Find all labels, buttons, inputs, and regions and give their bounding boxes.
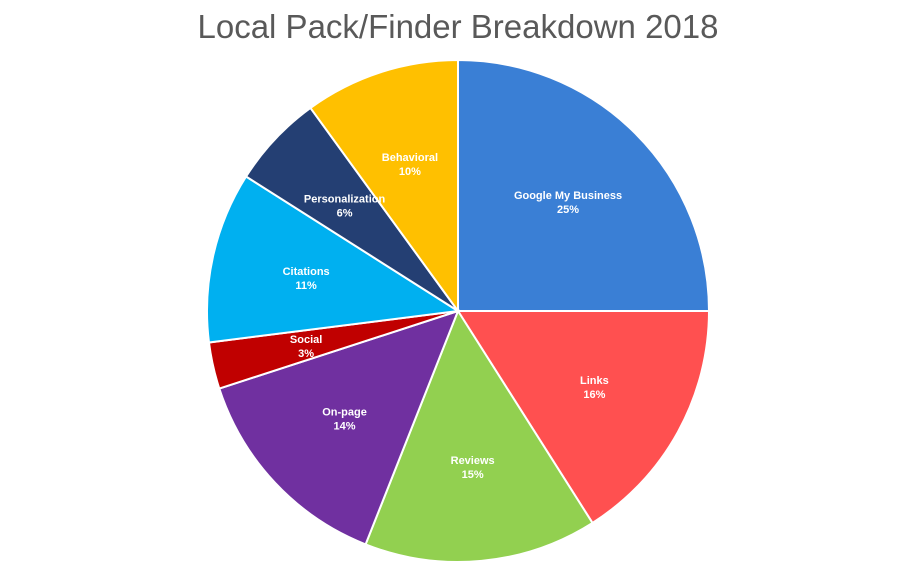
slice-label-on-page: On-page [322, 407, 367, 419]
pie-slice-links [456, 310, 711, 525]
slice-label-reviews: Reviews [451, 455, 495, 467]
slice-value-social: 3% [298, 348, 314, 360]
pie-slice-google-my-business [457, 58, 711, 312]
slice-value-google-my-business: 25% [557, 204, 579, 216]
slice-value-reviews: 15% [462, 469, 484, 481]
pie-slice-behavioral [309, 58, 459, 315]
pie-slice-citations [206, 175, 461, 344]
slice-label-social: Social [290, 334, 322, 346]
slice-label-citations: Citations [283, 266, 330, 278]
pie-slices [206, 58, 711, 563]
slice-value-behavioral: 10% [399, 166, 421, 178]
pie-slice-reviews [364, 308, 594, 563]
slice-value-on-page: 14% [334, 421, 356, 433]
slice-label-links: Links [580, 375, 609, 387]
chart-title: Local Pack/Finder Breakdown 2018 [197, 8, 719, 45]
slice-label-personalization: Personalization [304, 193, 386, 205]
slice-label-google-my-business: Google My Business [514, 190, 622, 202]
slice-label-behavioral: Behavioral [382, 152, 438, 164]
slice-value-personalization: 6% [337, 207, 353, 219]
slice-value-links: 16% [583, 389, 605, 401]
slice-value-citations: 11% [295, 280, 317, 292]
pie-labels: Google My Business 25% Links 16% Reviews 15% O… [283, 152, 623, 481]
